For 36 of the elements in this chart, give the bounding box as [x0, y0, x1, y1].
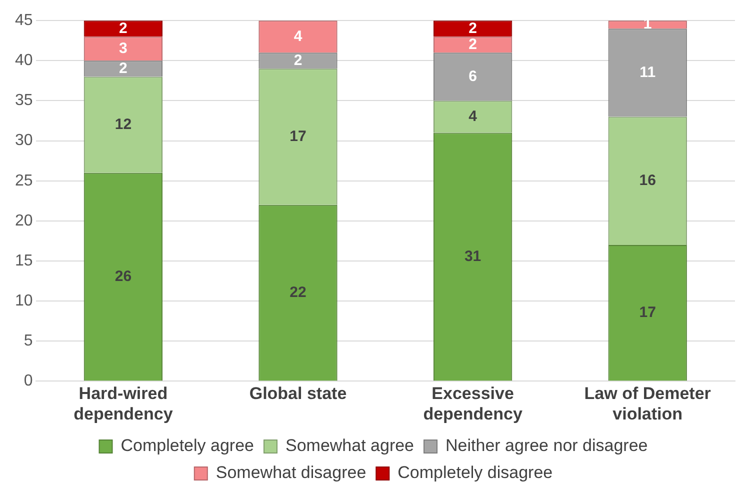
x-tick-label: Global state: [249, 384, 347, 404]
data-label: 4: [294, 28, 303, 45]
data-label: 2: [468, 20, 477, 37]
data-label: 3: [119, 40, 128, 57]
y-tick-label: 45: [15, 12, 33, 30]
data-label: 26: [114, 268, 132, 285]
data-label: 2: [119, 20, 128, 37]
legend-label: Neither agree nor disagree: [446, 436, 648, 456]
data-label: 2: [119, 60, 128, 77]
data-label: 4: [468, 108, 478, 125]
legend-label: Completely agree: [120, 436, 254, 456]
data-label: 12: [114, 116, 132, 133]
y-tick-label: 0: [24, 372, 33, 390]
data-label: 17: [290, 128, 306, 145]
x-tick-label: Excessive dependency: [423, 384, 523, 424]
x-tick-label: Hard-wired dependency: [74, 384, 174, 424]
legend-label: Somewhat agree: [285, 436, 414, 456]
y-tick-label: 40: [15, 52, 33, 70]
data-label: 2: [294, 52, 302, 69]
data-label: 11: [640, 64, 656, 81]
data-label: 17: [639, 304, 656, 321]
data-label: 16: [639, 172, 656, 190]
y-tick-label: 35: [15, 92, 33, 110]
y-tick-label: 10: [15, 292, 33, 310]
y-tick-label: 20: [15, 212, 33, 230]
y-tick-label: 5: [24, 332, 33, 350]
y-tick-label: 25: [15, 172, 33, 190]
data-label: 22: [290, 284, 306, 301]
legend-label: Somewhat disagree: [216, 463, 366, 482]
data-label: 31: [464, 248, 482, 265]
data-label: 6: [468, 68, 477, 85]
legend-label: Completely disagree: [398, 463, 553, 482]
data-label: 2: [468, 36, 477, 53]
y-tick-label: 30: [15, 132, 33, 150]
y-tick-label: 15: [15, 252, 33, 270]
x-tick-label: Law of Demeter violation: [584, 384, 712, 424]
